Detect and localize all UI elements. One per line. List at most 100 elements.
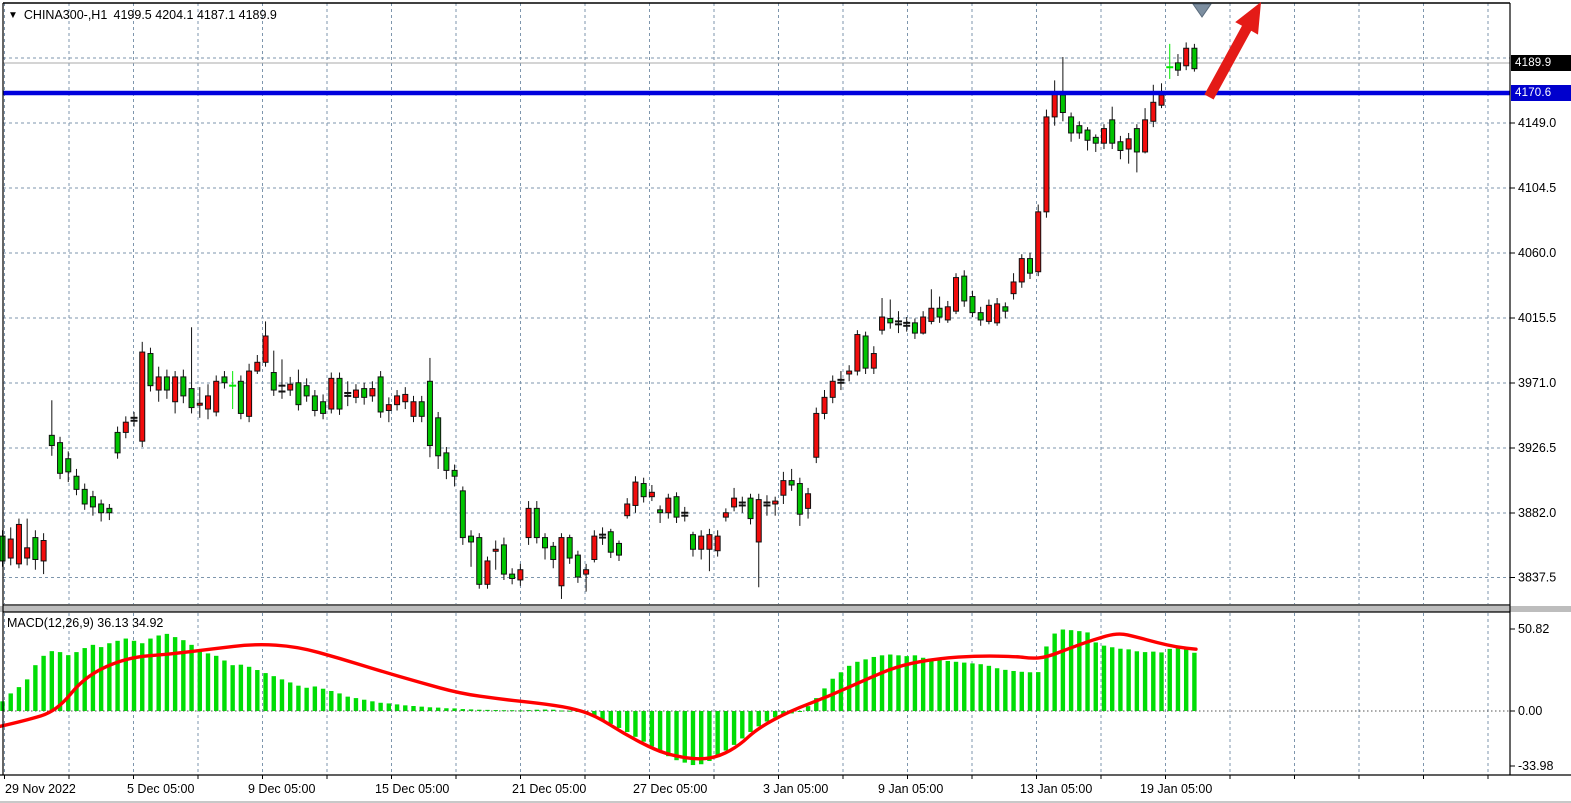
bear-candle-body bbox=[624, 503, 631, 517]
macd-histogram-bar bbox=[1142, 652, 1148, 711]
macd-histogram-bar bbox=[1019, 671, 1024, 711]
bear-candle-body bbox=[1035, 211, 1042, 273]
macd-histogram-bar bbox=[1036, 672, 1041, 711]
ohlc-values: 4199.5 4204.1 4187.1 4189.9 bbox=[113, 8, 277, 22]
bear-candle-body bbox=[772, 500, 779, 505]
macd-histogram-bar bbox=[863, 659, 868, 711]
date-axis-label: 21 Dec 05:00 bbox=[512, 782, 586, 796]
bull-candle-body bbox=[673, 496, 680, 518]
bull-candle-body bbox=[98, 503, 105, 514]
bull-candle-body bbox=[788, 480, 795, 486]
bull-candle-body bbox=[566, 537, 573, 559]
bear-candle-body bbox=[172, 376, 179, 403]
bull-candle-body bbox=[451, 469, 458, 477]
macd-histogram-bar bbox=[156, 635, 161, 711]
bull-candle-body bbox=[65, 458, 72, 473]
bull-candle-body bbox=[1109, 119, 1116, 144]
macd-histogram-bar bbox=[1175, 646, 1181, 711]
down-triangle-marker[interactable] bbox=[1192, 3, 1212, 18]
bear-candle-body bbox=[122, 421, 129, 433]
bull-candle-body bbox=[657, 509, 664, 514]
macd-histogram-bar bbox=[140, 643, 145, 711]
macd-histogram-bar bbox=[386, 703, 392, 711]
price-axis-label: 3882.0 bbox=[1518, 506, 1556, 520]
macd-histogram-bar bbox=[1093, 642, 1098, 711]
macd-indicator-label: MACD(12,26,9) 36.13 34.92 bbox=[7, 616, 164, 630]
macd-histogram-bar bbox=[1068, 630, 1074, 711]
bear-candle-body bbox=[246, 370, 253, 417]
macd-histogram-bar bbox=[756, 711, 761, 727]
bull-candle-body bbox=[73, 475, 80, 490]
macd-histogram-bar bbox=[1085, 632, 1090, 711]
bull-candle-body bbox=[1076, 125, 1083, 134]
macd-histogram-bar bbox=[1134, 651, 1140, 711]
macd-histogram-bar bbox=[592, 711, 597, 716]
bear-candle-body bbox=[829, 380, 836, 398]
bull-candle-body bbox=[936, 307, 943, 318]
bear-candle-body bbox=[139, 351, 146, 442]
bull-candle-body bbox=[607, 531, 614, 553]
blue-level-price-badge[interactable]: 4170.6 bbox=[1511, 85, 1571, 101]
bull-candle-body bbox=[1002, 306, 1009, 312]
bull-candle-body bbox=[1027, 258, 1033, 274]
bull-candle-body bbox=[57, 442, 64, 474]
macd-histogram-bar bbox=[181, 640, 186, 711]
macd-histogram-bar bbox=[1052, 633, 1057, 711]
bull-candle-body bbox=[1133, 128, 1140, 153]
macd-histogram-bar bbox=[666, 711, 671, 757]
macd-histogram-bar bbox=[164, 633, 170, 711]
macd-histogram-bar bbox=[197, 649, 202, 711]
bull-candle-body bbox=[862, 335, 869, 369]
up-trend-arrow[interactable] bbox=[1204, 2, 1261, 100]
macd-signal-line bbox=[0, 632, 1198, 761]
bull-candle-body bbox=[48, 434, 55, 447]
bull-candle-body bbox=[114, 431, 121, 454]
macd-histogram-bar bbox=[246, 666, 252, 711]
macd-histogram-bar bbox=[542, 709, 548, 711]
bull-candle-body bbox=[336, 377, 343, 410]
bull-candle-body bbox=[977, 312, 984, 321]
bull-candle-body bbox=[1117, 141, 1124, 151]
macd-histogram-bar bbox=[567, 710, 572, 712]
bull-candle-body bbox=[640, 483, 647, 498]
macd-histogram-bar bbox=[641, 711, 646, 742]
bear-candle-body bbox=[484, 560, 491, 585]
bull-candle-body bbox=[509, 573, 516, 579]
macd-histogram-bar bbox=[616, 711, 622, 728]
macd-histogram-bar bbox=[115, 640, 120, 711]
macd-histogram-bar bbox=[748, 711, 753, 732]
bear-candle-body bbox=[205, 395, 211, 410]
price-axis-label: 4015.5 bbox=[1518, 311, 1556, 325]
macd-histogram-bar bbox=[1126, 649, 1131, 711]
macd-histogram-bar bbox=[682, 711, 687, 763]
bull-candle-body bbox=[887, 317, 894, 324]
macd-histogram-bar bbox=[123, 638, 128, 711]
macd-histogram-bar bbox=[1118, 648, 1123, 711]
macd-histogram-bar bbox=[345, 696, 350, 711]
bull-candle-body bbox=[961, 275, 968, 302]
bull-candle-body bbox=[147, 353, 154, 387]
bear-candle-body bbox=[1018, 258, 1025, 283]
bull-candle-body bbox=[443, 452, 450, 471]
macd-histogram-bar bbox=[131, 640, 137, 711]
bull-candle-body bbox=[361, 388, 368, 398]
macd-histogram-bar bbox=[353, 698, 359, 711]
chart-title: ▼ CHINA300-,H1 4199.5 4204.1 4187.1 4189.… bbox=[8, 8, 277, 22]
bull-candle-body bbox=[270, 372, 277, 391]
macd-histogram-bar bbox=[444, 708, 449, 711]
macd-histogram-bar bbox=[534, 709, 539, 711]
macd-histogram-bar bbox=[41, 655, 46, 711]
macd-histogram-bar bbox=[871, 656, 877, 711]
bull-candle-body bbox=[180, 376, 187, 397]
bear-candle-body bbox=[1100, 128, 1107, 144]
macd-histogram-bar bbox=[329, 690, 334, 711]
macd-histogram-bar bbox=[189, 644, 194, 711]
bear-candle-body bbox=[632, 481, 639, 506]
macd-histogram-bar bbox=[764, 711, 770, 722]
macd-histogram-bar bbox=[1110, 647, 1115, 711]
panel-separator[interactable] bbox=[0, 606, 1571, 612]
bull-candle-body bbox=[616, 542, 622, 556]
